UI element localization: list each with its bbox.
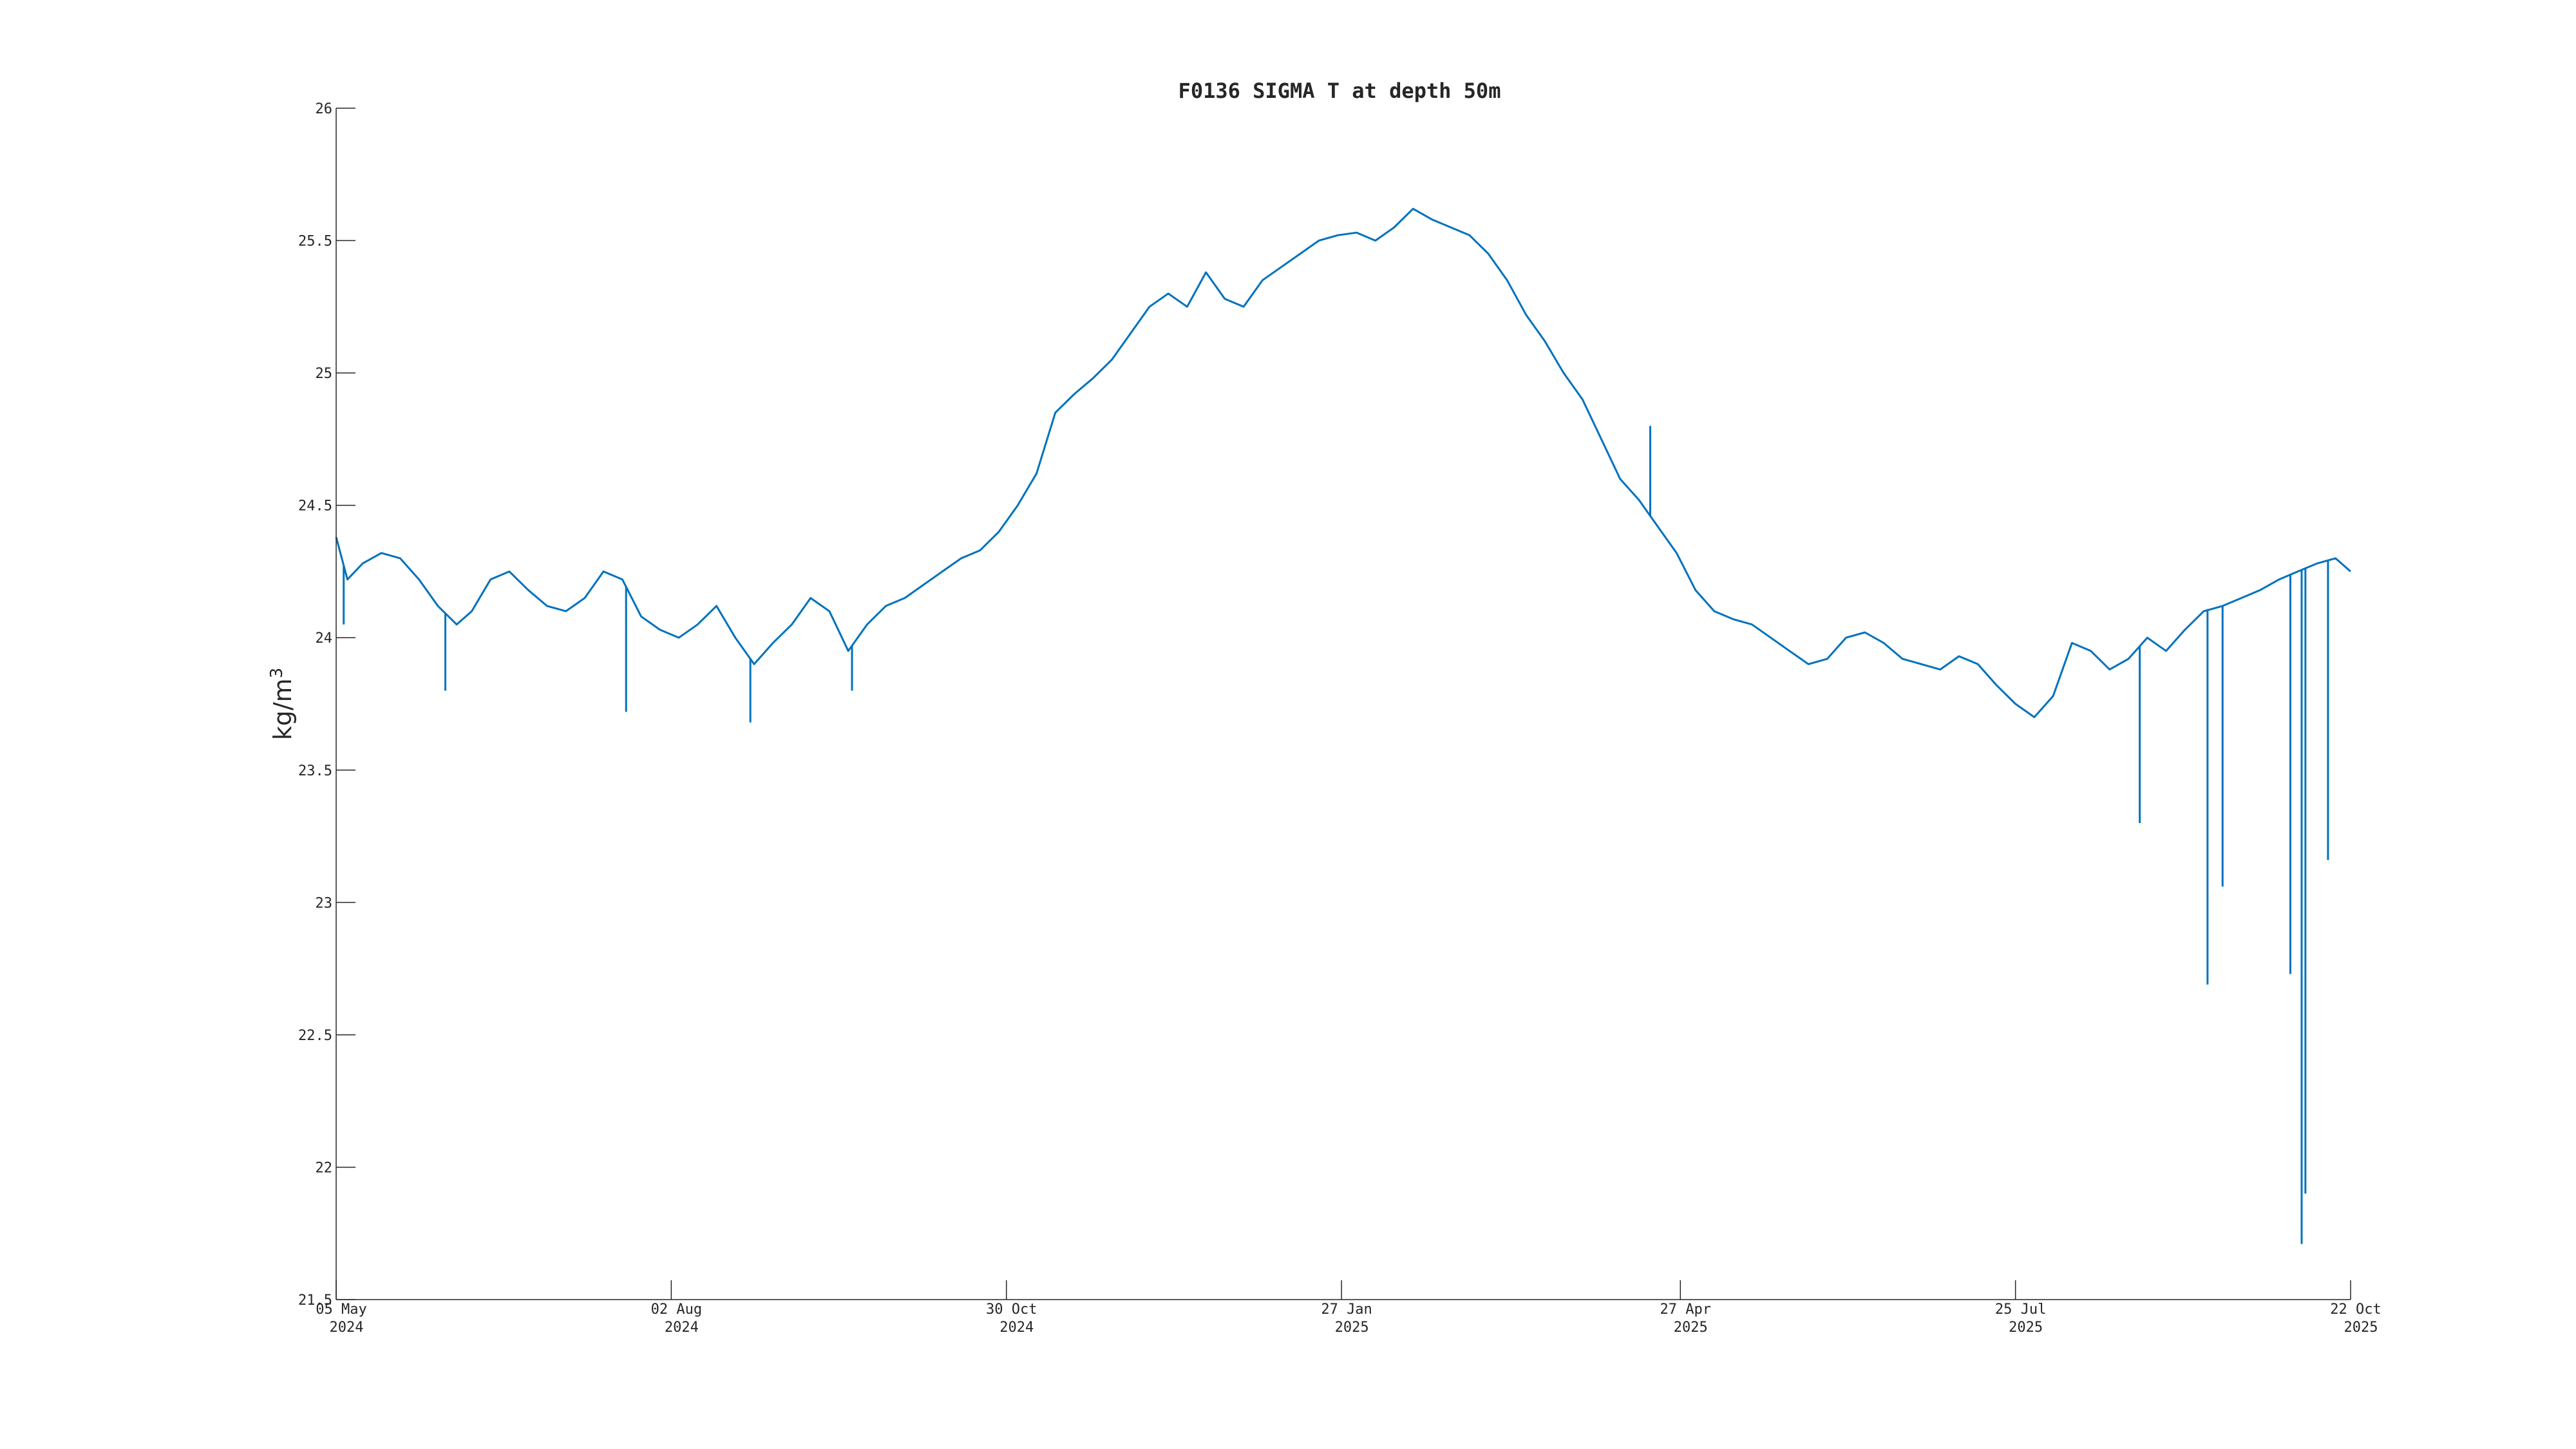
- x-tick-year-label: 2024: [999, 1320, 1034, 1336]
- series-line: [335, 207, 2351, 719]
- y-tick-label: 25: [316, 366, 333, 382]
- x-tick-label: 27 Apr: [1660, 1302, 1711, 1318]
- x-axis-ticks: 05 May 2024 02 Aug 2024 30 Oct 2024 27 Jan 2025…: [316, 1280, 2382, 1336]
- series-layer: [335, 207, 2351, 1244]
- x-tick-year-label: 2024: [665, 1320, 699, 1336]
- y-tick-label: 25.5: [298, 234, 332, 250]
- y-tick-label: 24.5: [298, 498, 332, 515]
- plot-area: 21.5 22 22.5 23 23.5 24 24.5 25 25.5 26 05 May 202…: [298, 101, 2382, 1336]
- y-axis-ticks: 21.5 22 22.5 23 23.5 24 24.5 25 25.5 26: [298, 101, 355, 1309]
- x-tick-label: 02 Aug: [651, 1302, 702, 1318]
- y-tick-label: 22.5: [298, 1028, 332, 1044]
- x-tick-year-label: 2025: [1674, 1320, 1708, 1336]
- x-tick-label: 25 Jul: [1995, 1302, 2046, 1318]
- x-tick-year-label: 2025: [2344, 1320, 2378, 1336]
- x-tick-year-label: 2025: [2009, 1320, 2043, 1336]
- y-axis-label-base: kg/m: [269, 678, 297, 740]
- y-tick-label: 23.5: [298, 763, 332, 779]
- x-tick-label: 05 May: [316, 1302, 366, 1318]
- x-tick-year-label: 2024: [330, 1320, 364, 1336]
- x-tick-label: 27 Jan: [1321, 1302, 1372, 1318]
- y-tick-label: 26: [316, 101, 333, 117]
- y-tick-label: 21.5: [298, 1293, 332, 1309]
- x-tick-year-label: 2025: [1335, 1320, 1369, 1336]
- y-axis-label: kg/m3: [267, 668, 297, 741]
- chart-title: F0136 SIGMA T at depth 50m: [1179, 79, 1501, 103]
- y-axis-label-superscript: 3: [267, 668, 287, 679]
- x-tick-label: 30 Oct: [986, 1302, 1037, 1318]
- y-tick-label: 23: [316, 895, 333, 911]
- y-tick-label: 22: [316, 1160, 333, 1176]
- y-tick-label: 24: [316, 630, 333, 647]
- x-tick-label: 22 Oct: [2330, 1302, 2381, 1318]
